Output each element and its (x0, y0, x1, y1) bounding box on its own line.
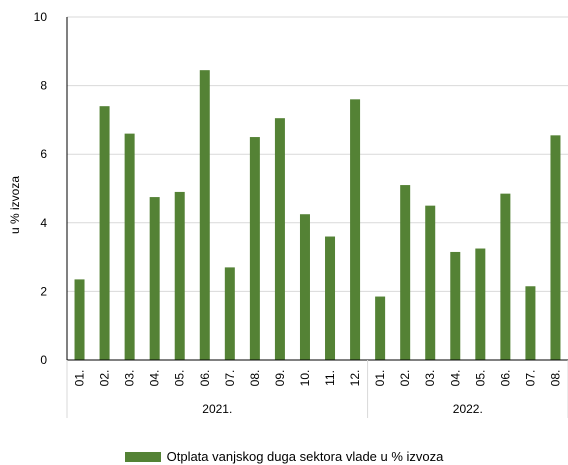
x-tick-label: 12. (348, 370, 362, 387)
axes (66, 17, 568, 418)
x-tick-label: 03. (123, 370, 137, 387)
bar-chart: 0 2 4 6 8 10 01. 02. 03. 04. 05. 06. 07. 08. 09. 10. 11… (8, 10, 568, 418)
x-tick-label: 02. (398, 370, 412, 387)
y-tick-label: 8 (40, 79, 47, 93)
bar (550, 135, 561, 360)
x-group-label: 2022. (453, 402, 483, 416)
bar (325, 236, 336, 360)
legend-label: Otplata vanjskog duga sektora vlade u % … (166, 449, 444, 465)
x-tick-label: 04. (448, 370, 462, 387)
y-tick-label: 6 (40, 147, 47, 161)
bar (199, 70, 210, 360)
bar (425, 205, 436, 360)
bar (350, 99, 361, 360)
x-tick-label: 10. (298, 370, 312, 387)
bar (475, 248, 486, 360)
bar (299, 214, 310, 360)
bar (124, 133, 135, 360)
bars (74, 70, 561, 361)
y-tick-labels: 0 2 4 6 8 10 (34, 10, 48, 367)
y-tick-label: 4 (40, 216, 47, 230)
x-tick-label: 09. (273, 370, 287, 387)
x-tick-label: 02. (98, 370, 112, 387)
x-tick-label: 08. (548, 370, 562, 387)
bar (99, 106, 110, 361)
y-tick-label: 0 (40, 353, 47, 367)
gridlines (67, 16, 568, 292)
x-tick-label: 06. (498, 370, 512, 387)
x-tick-label: 07. (223, 370, 237, 387)
x-tick-label: 05. (473, 370, 487, 387)
y-tick-label: 10 (34, 10, 48, 24)
x-tick-label: 08. (248, 370, 262, 387)
bar (450, 251, 461, 360)
bar (375, 296, 386, 360)
bar (174, 191, 185, 360)
x-tick-label: 04. (148, 370, 162, 387)
x-tick-labels: 01. 02. 03. 04. 05. 06. 07. 08. 09. 10. 11. 12. 01. 0… (73, 370, 563, 387)
bar (249, 137, 260, 360)
bar (525, 286, 536, 360)
x-tick-label: 05. (173, 370, 187, 387)
legend-swatch (124, 451, 161, 462)
bar (74, 279, 85, 360)
bar (400, 185, 411, 360)
x-tick-label: 07. (523, 370, 537, 387)
x-group-label: 2021. (202, 402, 232, 416)
y-tick-label: 2 (40, 284, 47, 298)
bar (224, 267, 235, 360)
y-axis-label: u % izvoza (8, 176, 22, 234)
x-tick-label: 11. (323, 370, 337, 386)
bar (500, 193, 511, 360)
x-tick-label: 06. (198, 370, 212, 387)
legend: Otplata vanjskog duga sektora vlade u % … (0, 448, 568, 464)
bar (149, 197, 160, 360)
x-group-labels: 2021. 2022. (202, 402, 483, 416)
x-tick-label: 01. (73, 370, 87, 387)
x-tick-label: 01. (373, 370, 387, 387)
bar (274, 118, 285, 360)
x-tick-label: 03. (423, 370, 437, 387)
